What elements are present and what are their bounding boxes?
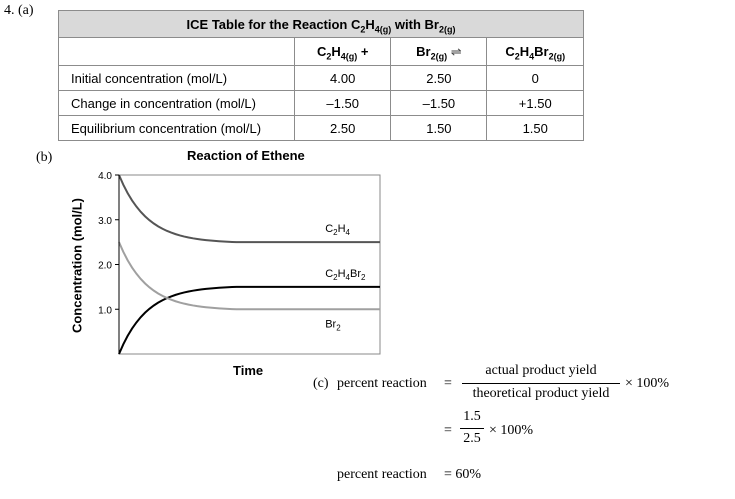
cell-value: +1.50 bbox=[486, 90, 584, 116]
row-label: Initial concentration (mol/L) bbox=[57, 65, 296, 91]
title-text: with Br bbox=[391, 16, 439, 32]
series-label: Br2 bbox=[325, 318, 341, 332]
header-text: C bbox=[505, 44, 515, 59]
cell-value: 2.50 bbox=[294, 115, 392, 141]
cell-value: 1.50 bbox=[390, 115, 488, 141]
result-value: = 60% bbox=[444, 467, 482, 482]
y-tick-label: 4.0 bbox=[98, 171, 112, 182]
header-sub: 4(g) bbox=[340, 51, 358, 62]
y-tick-label: 3.0 bbox=[98, 216, 112, 227]
header-text: ⇌ bbox=[447, 43, 462, 59]
header-sub: 4 bbox=[529, 51, 535, 62]
question-number-label: 4. (a) bbox=[4, 3, 34, 18]
title-text: ICE Table for the Reaction C bbox=[186, 16, 361, 32]
y-tick-label: 1.0 bbox=[98, 305, 112, 316]
calc-equals: = bbox=[444, 376, 452, 391]
calc-times-2: × 100% bbox=[489, 423, 534, 438]
header-sub: 2 bbox=[514, 51, 520, 62]
ice-table-header-row: C2H4(g) + Br2(g) ⇌ C2H4Br2(g) bbox=[57, 37, 584, 66]
header-c2h4br2: C2H4Br2(g) bbox=[486, 37, 584, 66]
part-c-label: (c) bbox=[313, 376, 329, 391]
header-text: H bbox=[519, 44, 530, 59]
header-text: H bbox=[331, 44, 341, 59]
fraction-bar-2 bbox=[460, 428, 484, 429]
ice-table-title: ICE Table for the Reaction C2H4(g) with … bbox=[58, 10, 584, 38]
calc-numerator: actual product yield bbox=[485, 363, 597, 378]
table-row: Equilibrium concentration (mol/L) 2.50 1… bbox=[57, 115, 584, 141]
series-label: C2H4Br2 bbox=[325, 268, 366, 282]
table-row: Initial concentration (mol/L) 4.00 2.50 … bbox=[57, 65, 584, 91]
series-lines bbox=[118, 174, 380, 355]
calc-times: × 100% bbox=[625, 376, 670, 391]
header-c2h4: C2H4(g) + bbox=[294, 37, 392, 66]
result-lhs: percent reaction bbox=[337, 467, 427, 482]
chart-title: Reaction of Ethene bbox=[187, 148, 305, 163]
x-axis-label: Time bbox=[233, 363, 264, 378]
y-tick-label: 2.0 bbox=[98, 261, 112, 272]
header-text: Br bbox=[416, 43, 431, 59]
part-b-label: (b) bbox=[36, 150, 53, 165]
calc-equals-2: = bbox=[444, 423, 452, 438]
row-label: Equilibrium concentration (mol/L) bbox=[57, 115, 296, 141]
header-sub: 2(g) bbox=[548, 51, 566, 62]
cell-value: 1.50 bbox=[486, 115, 584, 141]
calc-lhs: percent reaction bbox=[337, 376, 427, 391]
header-blank-cell bbox=[57, 37, 296, 66]
header-sub: 2 bbox=[326, 51, 332, 62]
series-labels: C2H4 C2H4Br2 Br2 bbox=[325, 223, 366, 332]
title-sub: 4(g) bbox=[374, 24, 392, 35]
header-text: Br bbox=[534, 44, 549, 59]
y-axis-label: Concentration (mol/L) bbox=[69, 197, 85, 334]
y-ticks: 1.0 2.0 3.0 4.0 bbox=[98, 171, 119, 316]
series-line-0 bbox=[118, 174, 380, 244]
title-text: H bbox=[365, 16, 375, 32]
header-text: + bbox=[357, 44, 369, 59]
plot-area bbox=[118, 174, 381, 355]
cell-value: 4.00 bbox=[294, 65, 392, 91]
fraction-bar bbox=[462, 383, 620, 384]
cell-value: –1.50 bbox=[294, 90, 392, 116]
calc-denominator: theoretical product yield bbox=[472, 386, 610, 401]
table-row: Change in concentration (mol/L) –1.50 –1… bbox=[57, 90, 584, 116]
concentration-chart: 1.0 2.0 3.0 4.0 C2H4 C2H4Br2 Br2 bbox=[98, 171, 381, 355]
ice-table-title-row: ICE Table for the Reaction C2H4(g) with … bbox=[58, 10, 584, 38]
calc-denominator-2: 2.5 bbox=[463, 431, 481, 446]
ice-table: ICE Table for the Reaction C2H4(g) with … bbox=[57, 10, 584, 141]
row-label: Change in concentration (mol/L) bbox=[57, 90, 296, 116]
header-br2: Br2(g) ⇌ bbox=[390, 37, 488, 66]
series-line-1 bbox=[118, 285, 380, 355]
header-text: C bbox=[316, 44, 327, 59]
series-label: C2H4 bbox=[325, 223, 350, 237]
series-line-2 bbox=[118, 241, 380, 311]
cell-value: –1.50 bbox=[390, 90, 488, 116]
header-sub: 2(g) bbox=[430, 51, 448, 62]
cell-value: 2.50 bbox=[390, 65, 488, 91]
cell-value: 0 bbox=[486, 65, 584, 91]
title-sub: 2 bbox=[360, 24, 366, 35]
title-sub: 2(g) bbox=[438, 24, 456, 35]
calc-numerator-2: 1.5 bbox=[463, 409, 481, 424]
